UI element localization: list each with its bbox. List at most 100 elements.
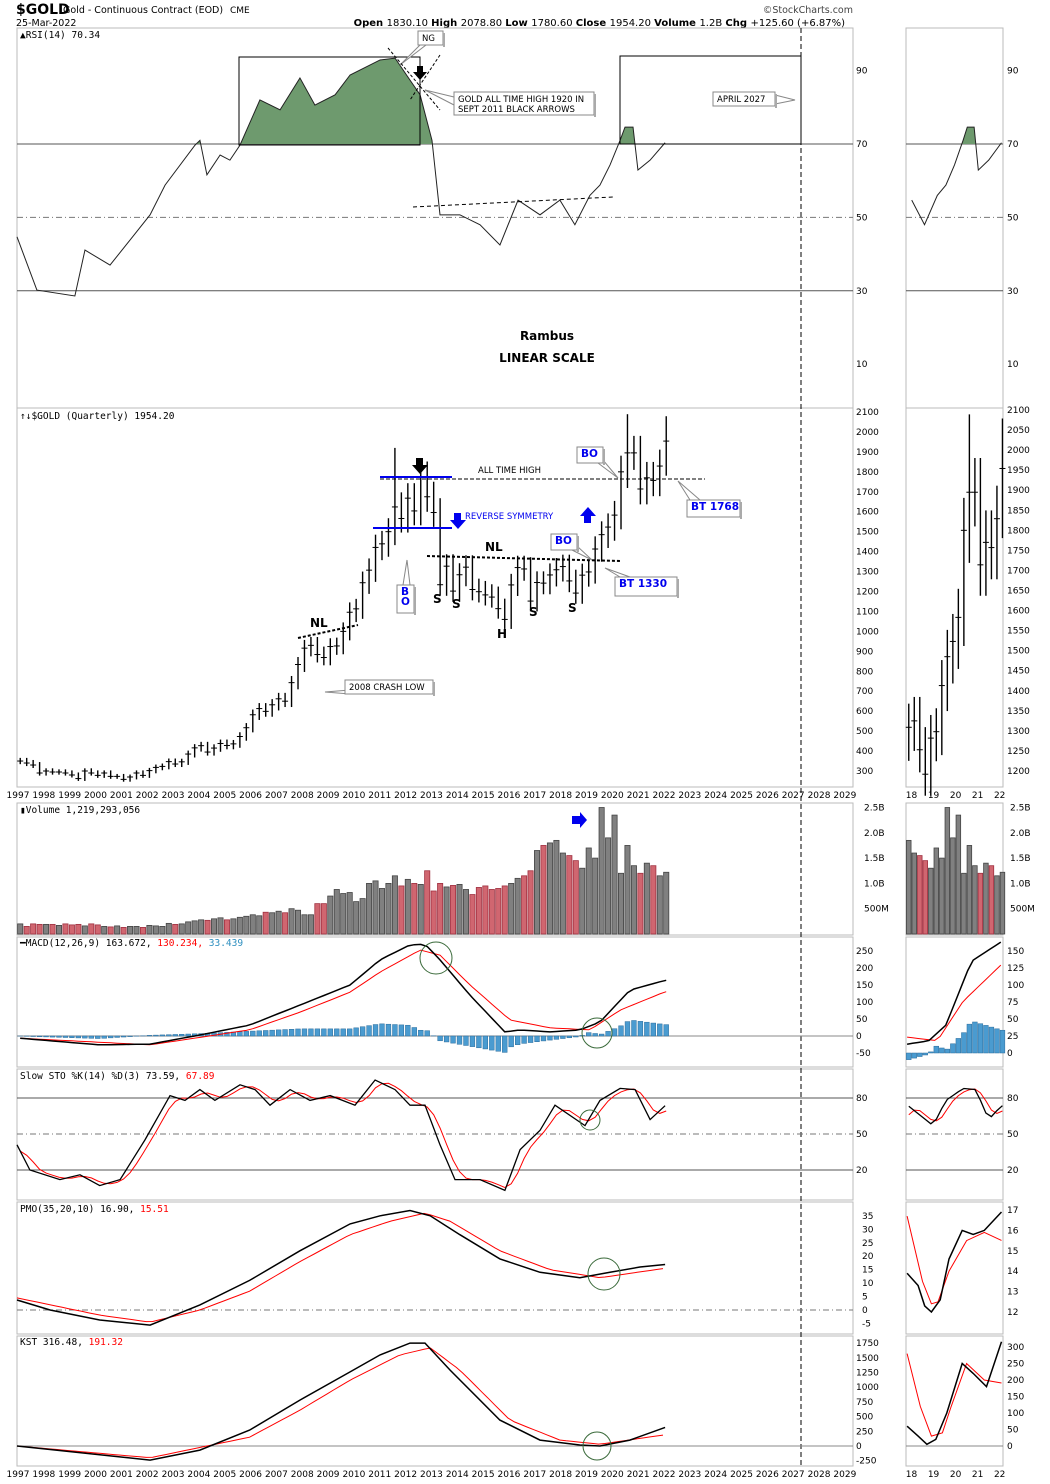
macd-mini-tick: 100: [1007, 981, 1024, 991]
ng-dash-2: [409, 54, 441, 101]
volume-mini-bar: [955, 814, 962, 935]
price-tick: 1400: [856, 548, 879, 558]
crossover-circle: [419, 941, 453, 975]
volume-bar: [262, 911, 269, 935]
sto-k-line: [16, 1079, 666, 1192]
price-bar: [566, 554, 573, 593]
volume-bar: [553, 839, 560, 935]
macd-histogram-bar: [114, 1035, 120, 1038]
volume-bar: [475, 887, 482, 935]
price-bar: [139, 770, 146, 778]
reverse-symmetry-label: REVERSE SYMMETRY: [465, 512, 554, 522]
macd-histogram-bar: [347, 1028, 353, 1037]
volume-bar: [566, 855, 573, 935]
price-mini-tick: 1450: [1007, 667, 1030, 677]
crossover-circle: [579, 1109, 601, 1131]
volume-bar: [521, 875, 528, 935]
year-label-bottom: 2001: [110, 1470, 133, 1480]
price-bar: [211, 744, 218, 756]
price-mini-tick: 2050: [1007, 426, 1030, 436]
sto-tick: 80: [856, 1094, 868, 1104]
volume-tick: 1.0B: [864, 879, 885, 889]
volume-tick: 2.5B: [864, 804, 885, 814]
price-mini-bar: [955, 588, 962, 669]
price-bar: [514, 555, 521, 596]
macd-histogram-bar: [288, 1029, 295, 1037]
macd-histogram-bar: [237, 1031, 243, 1037]
volume-bar: [372, 880, 379, 935]
macd-histogram-bar: [62, 1035, 69, 1038]
macd-histogram-bar: [75, 1035, 82, 1039]
macd-mini-histogram-bar: [999, 1029, 1006, 1054]
macd-histogram-bar: [631, 1020, 637, 1037]
year-label-bottom: 1997: [7, 1470, 30, 1480]
rsi-mini-line: [911, 126, 1002, 226]
volume-bar: [462, 889, 469, 935]
macd-histogram-bar: [282, 1029, 288, 1037]
volume-bar: [204, 919, 211, 935]
macd-mini-tick: 50: [1007, 1015, 1019, 1025]
price-tick: 1500: [856, 528, 879, 538]
crash-low-callout: 2008 CRASH LOW: [324, 679, 435, 696]
volume-bar: [36, 923, 43, 935]
macd-histogram-bar: [586, 1032, 592, 1037]
macd-histogram-bar: [624, 1021, 631, 1037]
macd-histogram-bar: [295, 1028, 301, 1037]
callout-tail: [677, 480, 702, 501]
nl-label: NL: [485, 540, 503, 554]
volume-bar: [656, 875, 663, 935]
macd-tick: 150: [856, 981, 873, 991]
sto-tick: 20: [856, 1166, 868, 1176]
macd-histogram-bar: [269, 1029, 275, 1037]
callout-tail: [399, 44, 428, 66]
price-bar: [314, 637, 321, 663]
price-mini-tick: 1600: [1007, 607, 1030, 617]
price-bar: [30, 759, 37, 768]
stockcharts-credit[interactable]: ©StockCharts.com: [763, 5, 853, 16]
price-bar: [152, 764, 159, 774]
price-mini-tick: 1700: [1007, 566, 1030, 576]
volume-bar: [559, 852, 566, 935]
macd-histogram-bar: [618, 1025, 624, 1037]
price-bar: [391, 447, 398, 546]
volume-mini-bar: [988, 865, 995, 935]
year-label: 2011: [368, 791, 391, 801]
price-bar: [553, 558, 560, 587]
mini-panel-pmo: [905, 1201, 1004, 1335]
year-label-bottom: 2004: [187, 1470, 210, 1480]
kst-tick: 0: [856, 1442, 862, 1452]
pmo-mini-tick: 12: [1007, 1308, 1018, 1318]
rsi-trendline: [412, 196, 614, 208]
macd-histogram-bar: [250, 1030, 256, 1037]
price-bar: [572, 569, 579, 604]
callout-text: BO: [581, 448, 598, 460]
macd-histogram-bar: [366, 1025, 372, 1037]
price-mini-bar: [999, 418, 1006, 539]
price-bar: [469, 555, 476, 601]
volume-bar: [282, 912, 289, 935]
price-bar: [624, 414, 631, 488]
price-bar: [159, 763, 166, 771]
kst-tick: 1250: [856, 1369, 879, 1379]
price-bar: [611, 500, 618, 541]
volume-bar: [191, 920, 198, 935]
callout-tail: [774, 94, 796, 105]
volume-title: ▮Volume 1,219,293,056: [20, 805, 140, 816]
price-bar: [385, 518, 392, 557]
macd-histogram-bar: [424, 1030, 430, 1037]
price-mini-bar: [927, 714, 934, 796]
mini-year-label: 22: [994, 791, 1005, 801]
kst-mini-tick: 300: [1007, 1343, 1024, 1353]
sto-mini-d-line: [908, 1088, 1003, 1122]
price-mini-bar: [944, 629, 951, 712]
year-label: 2008: [291, 791, 314, 801]
pattern-s-label: S: [568, 601, 577, 615]
chart-date: 25-Mar-2022: [16, 18, 76, 29]
year-label-bottom: 2002: [136, 1470, 159, 1480]
macd-histogram-bar: [405, 1024, 411, 1037]
pattern-s-label: S: [529, 605, 538, 619]
volume-bar: [178, 923, 185, 935]
volume-mini-tick: 500M: [1010, 905, 1035, 915]
year-label-bottom: 2027: [782, 1470, 805, 1480]
price-mini-bar: [938, 660, 945, 756]
